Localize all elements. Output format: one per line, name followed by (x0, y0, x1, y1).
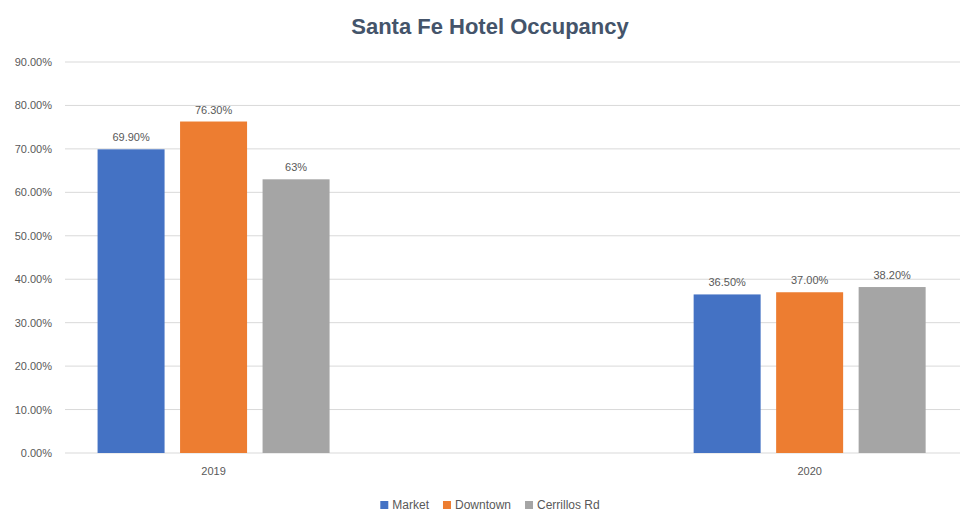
data-label: 37.00% (791, 274, 829, 286)
legend-label: Market (392, 498, 429, 512)
data-label: 69.90% (112, 131, 150, 143)
chart-container: Santa Fe Hotel Occupancy 0.00% 10.00% 20.00… (0, 0, 980, 530)
legend: Market Downtown Cerrillos Rd (380, 498, 599, 512)
y-tick-label: 20.00% (15, 360, 53, 372)
y-tick-label: 90.00% (15, 56, 53, 68)
y-tick-label: 50.00% (15, 230, 53, 242)
bars (98, 122, 926, 453)
grid (65, 62, 960, 453)
chart-svg: Santa Fe Hotel Occupancy 0.00% 10.00% 20.00… (0, 0, 980, 530)
legend-swatch (525, 501, 533, 509)
data-label: 36.50% (708, 276, 746, 288)
data-label: 63% (285, 161, 307, 173)
legend-label: Downtown (455, 498, 511, 512)
legend-label: Cerrillos Rd (537, 498, 600, 512)
legend-swatch (443, 501, 451, 509)
x-tick-label: 2020 (797, 465, 821, 477)
grid-line (65, 62, 960, 63)
y-tick-label: 60.00% (15, 186, 53, 198)
y-tick-label: 40.00% (15, 273, 53, 285)
y-tick-label: 30.00% (15, 317, 53, 329)
x-tick-label: 2019 (201, 465, 225, 477)
bar (694, 294, 761, 453)
data-labels: 69.90% 36.50% 76.30% 37.00% 63% 38.20% (112, 104, 911, 289)
y-tick-label: 0.00% (21, 447, 52, 459)
bar (98, 149, 165, 453)
bar (180, 122, 247, 453)
y-tick-label: 70.00% (15, 143, 53, 155)
bar (776, 292, 843, 453)
bar (859, 287, 926, 453)
data-label: 76.30% (195, 104, 233, 116)
bar (263, 179, 330, 453)
y-tick-label: 10.00% (15, 404, 53, 416)
chart-title: Santa Fe Hotel Occupancy (351, 14, 629, 39)
legend-swatch (380, 501, 388, 509)
y-tick-label: 80.00% (15, 99, 53, 111)
data-label: 38.20% (873, 269, 911, 281)
